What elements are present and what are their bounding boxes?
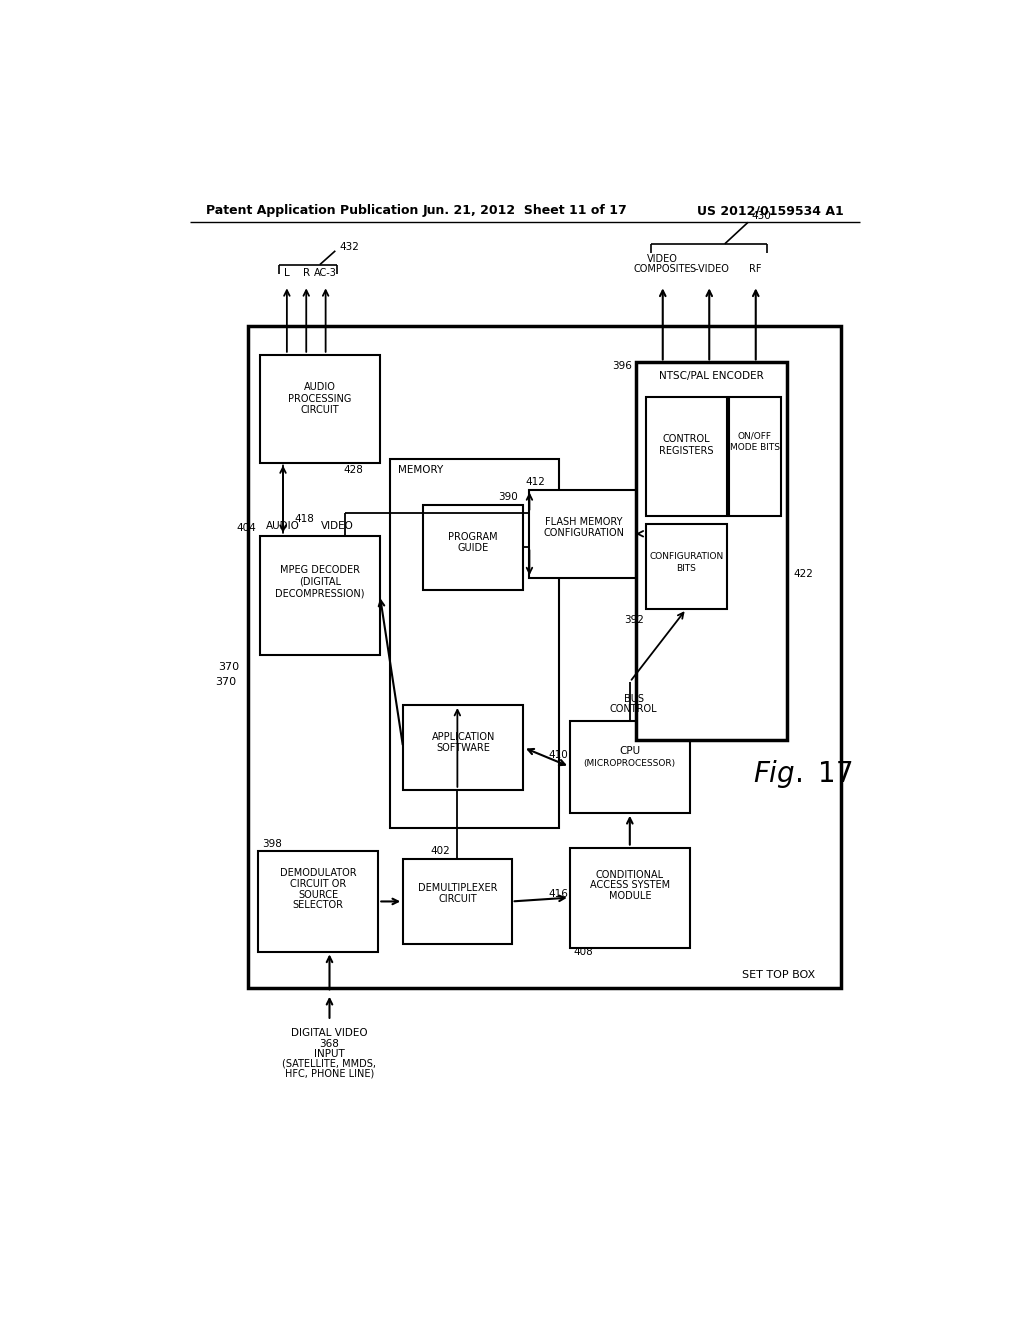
Text: CIRCUIT: CIRCUIT xyxy=(438,894,477,904)
Text: CPU: CPU xyxy=(620,746,640,756)
Text: AUDIO: AUDIO xyxy=(266,521,300,532)
Text: CONTROL: CONTROL xyxy=(663,434,711,445)
Text: APPLICATION: APPLICATION xyxy=(431,733,495,742)
Bar xyxy=(260,536,380,655)
Bar xyxy=(646,524,727,609)
Text: MODULE: MODULE xyxy=(608,891,651,902)
Text: SOURCE: SOURCE xyxy=(298,890,338,899)
Text: CONFIGURATION: CONFIGURATION xyxy=(649,552,724,561)
Text: 428: 428 xyxy=(343,465,362,475)
Text: AUDIO: AUDIO xyxy=(304,381,336,392)
Bar xyxy=(403,705,523,789)
Text: 422: 422 xyxy=(793,569,813,579)
Text: 390: 390 xyxy=(499,492,518,502)
Text: AC-3: AC-3 xyxy=(314,268,337,277)
Text: 396: 396 xyxy=(612,362,632,371)
Bar xyxy=(729,397,781,516)
Text: 412: 412 xyxy=(525,477,546,487)
Text: 404: 404 xyxy=(237,523,256,533)
Text: (SATELLITE, MMDS,: (SATELLITE, MMDS, xyxy=(283,1059,377,1068)
Text: VIDEO: VIDEO xyxy=(647,253,678,264)
Bar xyxy=(529,490,638,578)
Text: DEMULTIPLEXER: DEMULTIPLEXER xyxy=(418,883,497,894)
Bar xyxy=(248,326,841,989)
Text: CONDITIONAL: CONDITIONAL xyxy=(596,870,664,879)
Text: US 2012/0159534 A1: US 2012/0159534 A1 xyxy=(697,205,844,218)
Text: SELECTOR: SELECTOR xyxy=(293,900,344,911)
Text: HFC, PHONE LINE): HFC, PHONE LINE) xyxy=(285,1069,374,1078)
Text: (DIGITAL: (DIGITAL xyxy=(299,577,341,587)
Text: MEMORY: MEMORY xyxy=(397,465,443,475)
Text: SOFTWARE: SOFTWARE xyxy=(436,743,490,754)
Text: 432: 432 xyxy=(339,242,359,252)
Bar xyxy=(390,459,559,829)
Text: CIRCUIT: CIRCUIT xyxy=(300,405,339,416)
Text: SET TOP BOX: SET TOP BOX xyxy=(742,970,815,979)
Text: MPEG DECODER: MPEG DECODER xyxy=(280,565,359,576)
Text: BUS: BUS xyxy=(624,694,644,704)
Text: S-VIDEO: S-VIDEO xyxy=(689,264,729,275)
Text: 416: 416 xyxy=(548,888,568,899)
Text: VIDEO: VIDEO xyxy=(321,521,353,532)
Text: 368: 368 xyxy=(319,1039,339,1048)
Text: L: L xyxy=(284,268,290,277)
Text: DIGITAL VIDEO: DIGITAL VIDEO xyxy=(291,1028,368,1039)
Text: COMPOSITE: COMPOSITE xyxy=(634,264,691,275)
Text: NTSC/PAL ENCODER: NTSC/PAL ENCODER xyxy=(658,371,764,381)
Text: 370: 370 xyxy=(215,677,237,686)
Text: CIRCUIT OR: CIRCUIT OR xyxy=(290,879,346,888)
Text: ACCESS SYSTEM: ACCESS SYSTEM xyxy=(590,880,670,890)
Text: 392: 392 xyxy=(624,615,644,626)
Text: DECOMPRESSION): DECOMPRESSION) xyxy=(275,589,365,598)
Text: PROCESSING: PROCESSING xyxy=(288,393,351,404)
Text: Patent Application Publication: Patent Application Publication xyxy=(206,205,418,218)
Text: MODE BITS: MODE BITS xyxy=(730,442,780,451)
Text: 430: 430 xyxy=(752,211,772,222)
Text: 410: 410 xyxy=(548,750,568,760)
Text: 402: 402 xyxy=(430,846,450,857)
Bar xyxy=(423,506,523,590)
Text: CONFIGURATION: CONFIGURATION xyxy=(543,528,625,539)
Text: $\mathit{Fig.\ 17}$: $\mathit{Fig.\ 17}$ xyxy=(753,759,852,791)
Text: BITS: BITS xyxy=(677,564,696,573)
Text: FLASH MEMORY: FLASH MEMORY xyxy=(545,517,623,527)
Text: (MICROPROCESSOR): (MICROPROCESSOR) xyxy=(584,759,676,768)
Text: 370: 370 xyxy=(218,661,240,672)
Bar xyxy=(646,397,727,516)
Text: GUIDE: GUIDE xyxy=(458,543,488,553)
Text: DEMODULATOR: DEMODULATOR xyxy=(280,869,356,878)
Text: Jun. 21, 2012  Sheet 11 of 17: Jun. 21, 2012 Sheet 11 of 17 xyxy=(423,205,627,218)
Bar xyxy=(636,363,786,739)
Text: 418: 418 xyxy=(294,513,314,524)
Bar xyxy=(403,859,512,944)
Bar xyxy=(260,355,380,462)
Bar xyxy=(569,721,690,813)
Text: PROGRAM: PROGRAM xyxy=(449,532,498,543)
Text: R: R xyxy=(303,268,310,277)
Text: INPUT: INPUT xyxy=(314,1048,345,1059)
Bar xyxy=(258,851,378,952)
Text: REGISTERS: REGISTERS xyxy=(659,446,714,455)
Text: RF: RF xyxy=(750,264,762,275)
Bar xyxy=(569,847,690,948)
Text: CONTROL: CONTROL xyxy=(610,704,657,714)
Text: 398: 398 xyxy=(262,838,282,849)
Text: ON/OFF: ON/OFF xyxy=(738,432,772,440)
Text: 408: 408 xyxy=(573,948,593,957)
